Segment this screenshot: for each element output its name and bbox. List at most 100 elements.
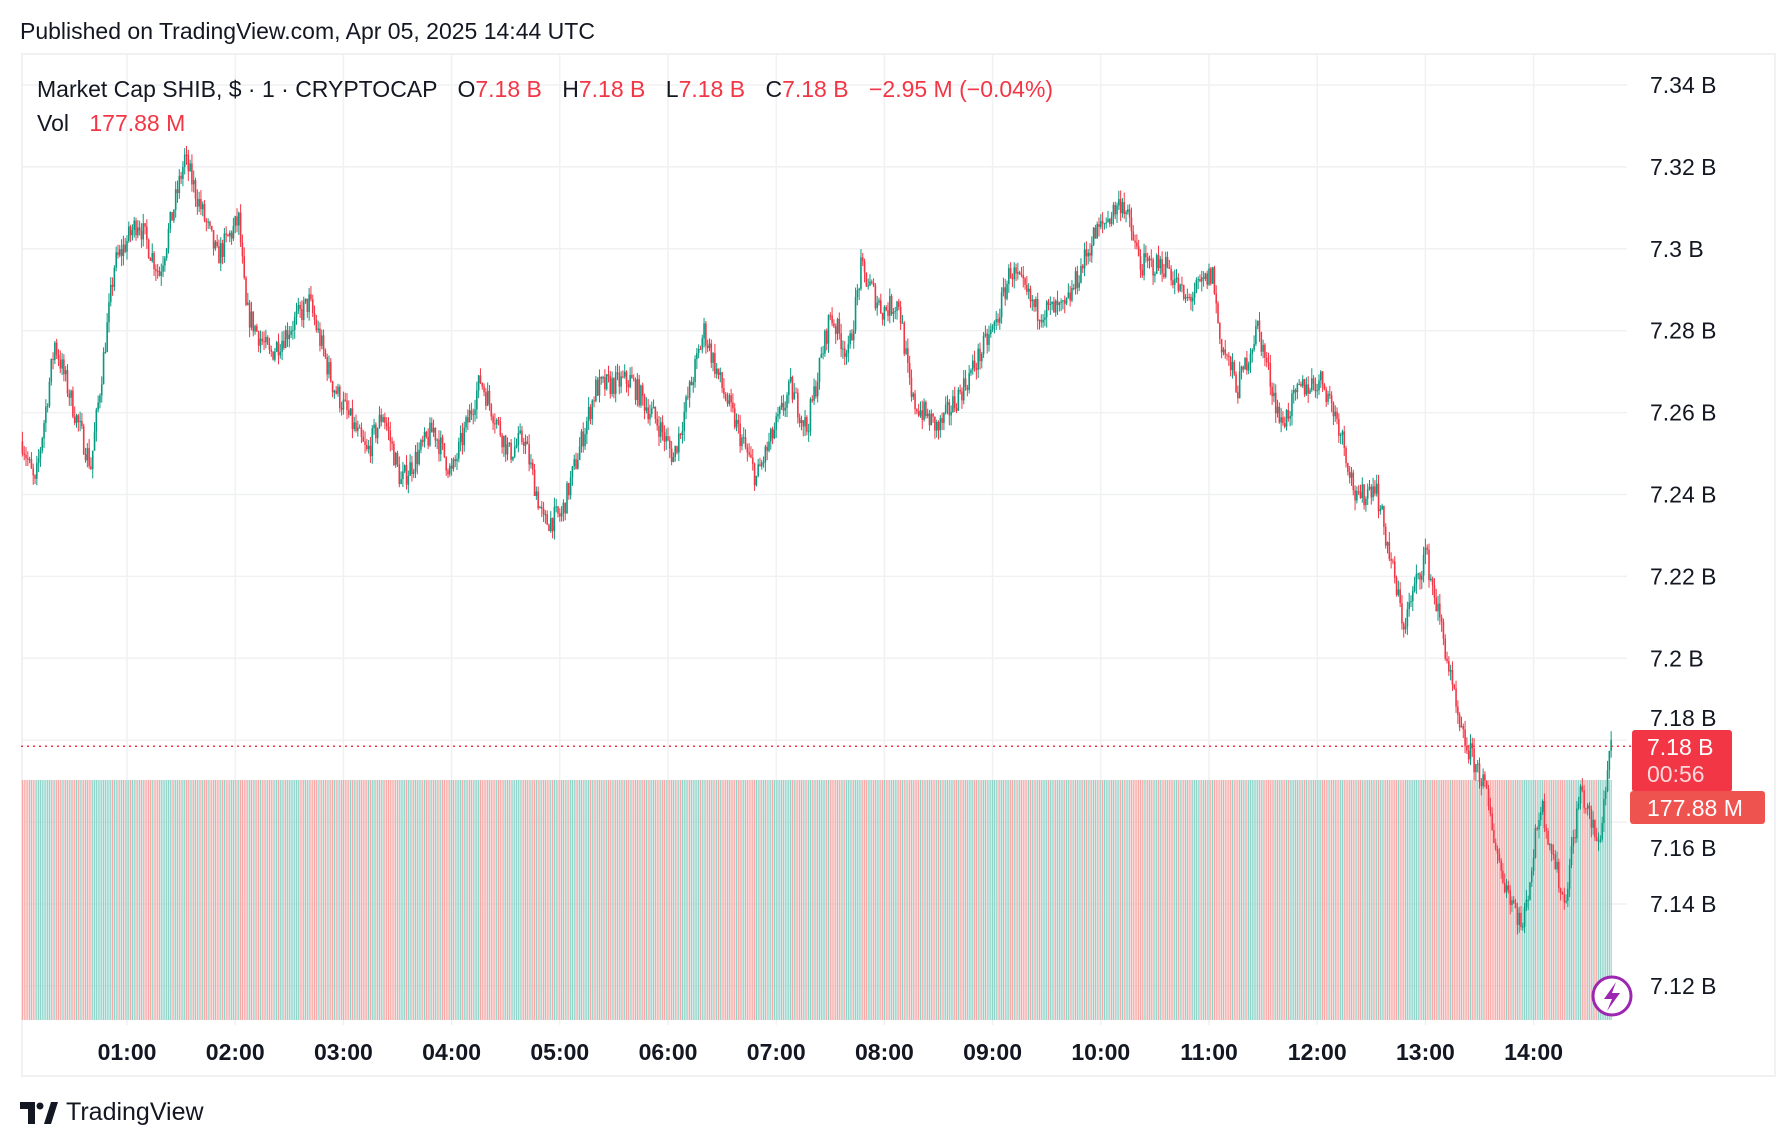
candle	[210, 225, 213, 231]
candle	[1608, 750, 1611, 771]
tradingview-logo[interactable]: TradingView	[20, 1098, 204, 1127]
candle	[546, 514, 548, 525]
volume-bar	[1352, 780, 1354, 1020]
candle	[384, 417, 386, 423]
volume-bar	[708, 780, 711, 1020]
candle	[1244, 357, 1246, 370]
volume-bar	[537, 780, 539, 1020]
volume-bar	[946, 780, 949, 1020]
volume-bar	[240, 780, 242, 1020]
candle	[1172, 280, 1174, 286]
candle	[730, 395, 732, 403]
candle	[609, 376, 612, 395]
candle	[833, 323, 835, 327]
volume-bar	[652, 780, 655, 1020]
candle	[1260, 331, 1263, 352]
volume-bar	[1029, 780, 1032, 1020]
volume-bar	[90, 780, 92, 1020]
volume-bar	[1141, 780, 1143, 1020]
volume-bar	[393, 780, 395, 1020]
candle	[144, 223, 146, 227]
candle	[281, 340, 283, 352]
candle	[919, 410, 922, 416]
candle	[1146, 257, 1149, 261]
volume-bar	[30, 780, 33, 1020]
volume-bar	[1523, 780, 1526, 1020]
volume-bar	[344, 780, 346, 1020]
candle	[1350, 472, 1353, 478]
candle	[806, 417, 808, 432]
volume-bar	[1561, 780, 1564, 1020]
volume-bar	[209, 780, 211, 1020]
volume-bar	[968, 780, 970, 1020]
volume-bar	[52, 780, 54, 1020]
candle	[948, 402, 951, 416]
candle	[1493, 829, 1495, 844]
symbol-title[interactable]: Market Cap SHIB, $ · 1 · CRYPTOCAP	[37, 76, 438, 102]
x-tick-label: 03:00	[314, 1039, 373, 1065]
volume-bar	[973, 780, 976, 1020]
lightning-button[interactable]	[1591, 975, 1633, 1017]
volume-bar	[959, 780, 961, 1020]
candle	[411, 462, 413, 474]
time-axis[interactable]: 01:00 02:00 03:00 04:00 05:00 06:00 07:00 08:00…	[98, 1039, 1563, 1065]
volume-label: Vol	[37, 110, 69, 136]
volume-bar	[1102, 780, 1104, 1020]
volume-bar	[710, 780, 712, 1020]
volume-bar	[130, 780, 132, 1020]
volume-bar	[766, 780, 768, 1020]
volume-bar	[1186, 780, 1188, 1020]
volume-bar	[294, 780, 296, 1020]
candle	[308, 294, 310, 312]
volume-bar	[1331, 780, 1333, 1020]
volume-bar	[1374, 780, 1376, 1020]
candle	[766, 446, 768, 451]
candle	[1186, 296, 1189, 298]
candle	[1096, 224, 1098, 239]
candle	[448, 465, 451, 475]
volume-bar	[732, 780, 734, 1020]
candle	[474, 409, 476, 415]
volume-bar	[1403, 780, 1405, 1020]
volume-bar	[966, 780, 968, 1020]
volume-bar	[1174, 780, 1176, 1020]
price-axis[interactable]: 7.34 B7.32 B7.3 B7.28 B7.26 B7.24 B7.22 …	[1650, 72, 1717, 999]
candle	[1128, 209, 1131, 218]
candle	[1318, 380, 1320, 391]
volume-bar	[1069, 780, 1071, 1020]
candle	[1154, 273, 1156, 276]
volume-bar	[844, 780, 846, 1020]
volume-bar	[1569, 780, 1571, 1020]
candle	[454, 459, 457, 462]
candle	[497, 419, 500, 421]
volume-bar	[492, 780, 494, 1020]
candle	[966, 387, 969, 390]
candle	[560, 512, 563, 517]
volume-bar	[1410, 780, 1412, 1020]
volume-bar	[375, 780, 377, 1020]
volume-bar	[510, 780, 512, 1020]
volume-bar	[1222, 780, 1225, 1020]
candle	[223, 233, 226, 257]
candle	[1329, 393, 1331, 396]
volume-bar	[1280, 780, 1282, 1020]
volume-bar	[1336, 780, 1338, 1020]
volume-bar	[1091, 780, 1093, 1020]
candle	[905, 348, 907, 354]
candle	[779, 407, 781, 415]
candle	[1583, 790, 1585, 809]
candle	[142, 223, 145, 240]
candle	[944, 404, 947, 413]
volume-bar	[41, 780, 43, 1020]
candle	[746, 447, 749, 453]
candle	[876, 302, 878, 309]
candle	[423, 431, 426, 442]
candle	[531, 462, 534, 470]
volume-bar	[1312, 780, 1315, 1020]
volume-bar	[624, 780, 626, 1020]
candle	[627, 383, 630, 388]
candle	[73, 416, 76, 423]
candle	[333, 390, 336, 393]
volume-bar	[1190, 780, 1192, 1020]
